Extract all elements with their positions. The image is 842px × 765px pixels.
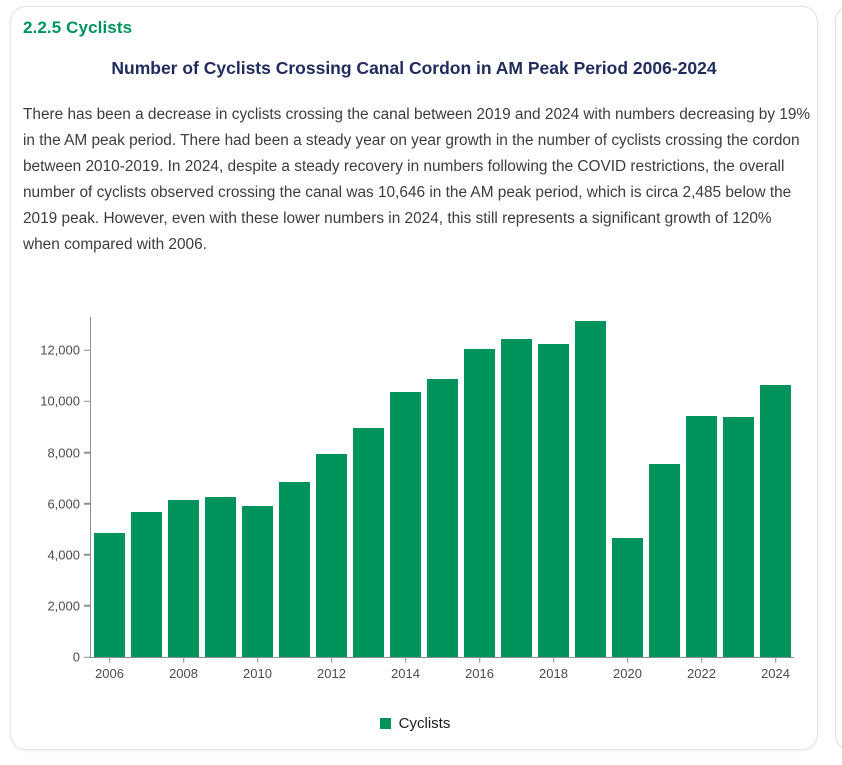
x-tick-2024 — [774, 657, 777, 663]
x-tick-label-2020: 2020 — [613, 666, 642, 681]
bar-2016 — [464, 349, 495, 657]
bar-2019 — [575, 321, 606, 657]
x-tick-2010 — [256, 657, 259, 663]
y-tick-2000 — [83, 605, 90, 607]
legend-swatch-cyclists — [379, 718, 391, 729]
y-tick-label-6000: 6,000 — [47, 496, 80, 512]
bar-2024 — [760, 384, 791, 657]
x-tick-2016 — [478, 657, 481, 663]
y-tick-label-10000: 10,000 — [40, 393, 80, 409]
y-tick-label-12000: 12,000 — [40, 342, 80, 358]
x-tick-2012 — [330, 657, 333, 663]
bar-2018 — [538, 343, 569, 657]
body-paragraph: There has been a decrease in cyclists cr… — [23, 106, 811, 253]
bar-2007 — [131, 512, 162, 657]
x-tick-2022 — [700, 657, 703, 663]
cyclists-bar-chart: 0 2,000 4,000 6,000 8,000 10,000 12,000 2006 200… — [11, 317, 819, 741]
y-tick-10000 — [83, 400, 90, 403]
y-tick-4000 — [83, 554, 90, 556]
x-tick-2014 — [404, 657, 407, 663]
bar-2006 — [94, 533, 125, 657]
y-tick-8000 — [83, 451, 90, 454]
y-tick-label-4000: 4,000 — [47, 547, 80, 563]
x-tick-2008 — [182, 657, 185, 663]
x-tick-label-2012: 2012 — [317, 666, 346, 681]
x-tick-label-2022: 2022 — [687, 666, 716, 681]
plot-area: 0 2,000 4,000 6,000 8,000 10,000 12,000 2006 200… — [40, 317, 794, 681]
y-tick-12000 — [83, 349, 90, 351]
x-tick-2020 — [626, 657, 629, 663]
y-tick-label-0: 0 — [72, 649, 80, 665]
bar-2010 — [242, 505, 273, 657]
bar-2015 — [427, 378, 458, 657]
x-tick-2018 — [552, 657, 555, 663]
x-tick-label-2006: 2006 — [95, 666, 124, 681]
chart-title: Number of Cyclists Crossing Canal Cordon… — [111, 58, 717, 78]
bar-2022 — [686, 415, 717, 657]
report-card: 2.2.5 Cyclists Number of Cyclists Crossi… — [10, 6, 818, 750]
y-tick-label-8000: 8,000 — [47, 445, 80, 460]
bar-2023 — [723, 417, 754, 657]
chart-legend: Cyclists — [11, 715, 819, 732]
adjacent-card-edge — [835, 6, 842, 750]
bar-2011 — [279, 482, 310, 657]
bars-row — [91, 317, 794, 657]
x-tick-label-2024: 2024 — [761, 666, 790, 681]
x-tick-2006 — [108, 657, 111, 663]
x-tick-label-2018: 2018 — [539, 666, 568, 681]
bar-2014 — [390, 392, 421, 657]
y-tick-0 — [83, 656, 90, 658]
legend-label-cyclists: Cyclists — [398, 715, 451, 732]
y-tick-6000 — [83, 502, 90, 505]
bar-2017 — [501, 339, 532, 657]
x-tick-label-2016: 2016 — [465, 666, 494, 681]
x-tick-label-2010: 2010 — [243, 666, 272, 681]
section-heading: 2.2.5 Cyclists — [23, 18, 133, 37]
x-tick-label-2014: 2014 — [391, 666, 420, 681]
bar-2021 — [649, 463, 680, 657]
bar-2008 — [168, 500, 199, 657]
bar-2009 — [205, 497, 236, 657]
bar-2013 — [353, 427, 384, 657]
y-tick-label-2000: 2,000 — [47, 598, 80, 614]
bar-2012 — [316, 453, 347, 657]
x-tick-label-2008: 2008 — [169, 666, 198, 681]
bar-2020 — [612, 537, 643, 657]
